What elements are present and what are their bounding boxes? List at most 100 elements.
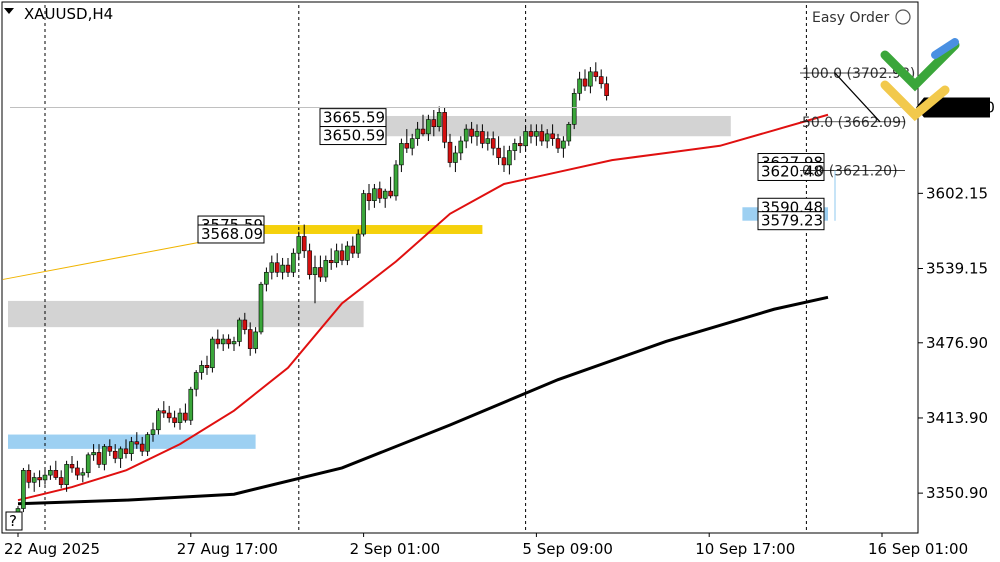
candle xyxy=(372,183,377,208)
level-label: 3620.48 xyxy=(761,162,823,180)
candle xyxy=(123,439,129,459)
level-label: 3579.23 xyxy=(761,212,823,230)
help-button[interactable] xyxy=(5,511,23,531)
candle xyxy=(355,229,361,258)
candle xyxy=(102,444,107,471)
candle xyxy=(534,124,539,146)
candle-bear xyxy=(480,131,485,144)
candle xyxy=(474,124,480,146)
candle xyxy=(75,460,80,480)
candle xyxy=(31,472,37,492)
candle-bull xyxy=(48,470,53,476)
candle xyxy=(156,408,161,435)
candle-bear xyxy=(388,190,393,197)
candle xyxy=(291,248,296,278)
candle-bull xyxy=(42,474,48,481)
candle xyxy=(420,114,426,137)
candle-bull xyxy=(463,128,469,142)
candle xyxy=(496,136,501,165)
logo-icon xyxy=(880,40,960,92)
candle-bull xyxy=(382,190,388,199)
candle-bear xyxy=(447,141,453,163)
collapse-triangle-icon[interactable] xyxy=(4,8,14,14)
candle xyxy=(150,422,156,442)
candle xyxy=(544,129,550,149)
candle-bull xyxy=(296,236,302,254)
candle-bull xyxy=(91,452,96,456)
candle xyxy=(285,257,291,278)
candle xyxy=(58,470,64,489)
candle-bull xyxy=(436,112,442,128)
close-icon xyxy=(895,9,911,25)
candle-bull xyxy=(253,331,258,349)
level-label: 3568.09 xyxy=(201,225,263,243)
candle-bear xyxy=(53,470,59,478)
current-price-label: 74.10 xyxy=(952,98,995,116)
candle xyxy=(588,67,593,94)
candle xyxy=(512,138,518,161)
zone-grey xyxy=(8,300,364,328)
candle-bull xyxy=(102,446,107,465)
candle-bull xyxy=(156,410,161,431)
candle-bull xyxy=(193,372,199,390)
candle xyxy=(593,62,599,82)
candle-bull xyxy=(588,71,593,87)
candle-bear xyxy=(215,338,221,345)
chart-symbol-title: XAUUSD,H4 xyxy=(24,5,113,23)
candle-bear xyxy=(377,188,383,199)
candle xyxy=(426,114,431,142)
fib-connector xyxy=(834,72,881,123)
candle-bear xyxy=(318,267,323,278)
candle-bull xyxy=(485,138,491,144)
candle-bull xyxy=(571,92,577,125)
candle xyxy=(231,336,237,352)
candle xyxy=(447,133,453,168)
candle xyxy=(199,360,204,380)
y-tick-label: 3602.15 xyxy=(926,184,988,202)
candle xyxy=(53,460,59,480)
candle xyxy=(64,460,69,492)
candle-bull xyxy=(393,164,399,197)
candle-bear xyxy=(593,71,599,77)
candle xyxy=(469,121,474,144)
candle xyxy=(215,329,221,349)
y-tick-label: 3413.90 xyxy=(926,409,988,427)
candle-bull xyxy=(220,338,226,345)
candle xyxy=(555,133,561,153)
ma-black-line xyxy=(17,295,829,506)
candle xyxy=(577,71,582,101)
candle-bull xyxy=(280,264,285,273)
candle xyxy=(145,432,150,457)
candle xyxy=(193,370,199,397)
candle xyxy=(210,336,215,373)
candle-bear xyxy=(134,441,140,445)
candle-bull xyxy=(199,365,204,373)
candle xyxy=(528,124,534,144)
candle-bull xyxy=(544,133,550,142)
candle xyxy=(21,467,26,513)
candle xyxy=(571,88,577,130)
candle xyxy=(598,69,604,89)
level-label: 3650.59 xyxy=(323,127,385,145)
x-tick-label: 22 Aug 2025 xyxy=(4,540,100,558)
candle xyxy=(328,248,334,270)
candle xyxy=(242,312,248,335)
candle xyxy=(307,243,312,280)
candle-bull xyxy=(561,140,566,149)
level-label: 3665.59 xyxy=(323,109,385,127)
easy-order-label: Easy Order xyxy=(812,10,889,26)
candle-bull xyxy=(566,124,572,142)
candle xyxy=(37,470,42,488)
candle-bear xyxy=(123,448,129,454)
candle xyxy=(323,255,329,282)
candle-bear xyxy=(366,193,372,201)
candle xyxy=(561,136,566,158)
candle xyxy=(485,131,491,151)
candle xyxy=(42,467,48,485)
candle xyxy=(436,106,442,132)
candle-bear xyxy=(226,338,231,345)
candle xyxy=(566,121,572,146)
candle-bear xyxy=(75,467,80,476)
candle-bear xyxy=(469,128,474,137)
candle xyxy=(604,76,609,101)
